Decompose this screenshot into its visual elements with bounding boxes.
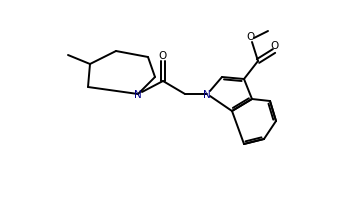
Text: O: O [159,51,167,61]
Text: N: N [203,90,211,100]
Text: O: O [271,41,279,51]
Text: O: O [247,32,255,42]
Text: N: N [134,90,142,100]
